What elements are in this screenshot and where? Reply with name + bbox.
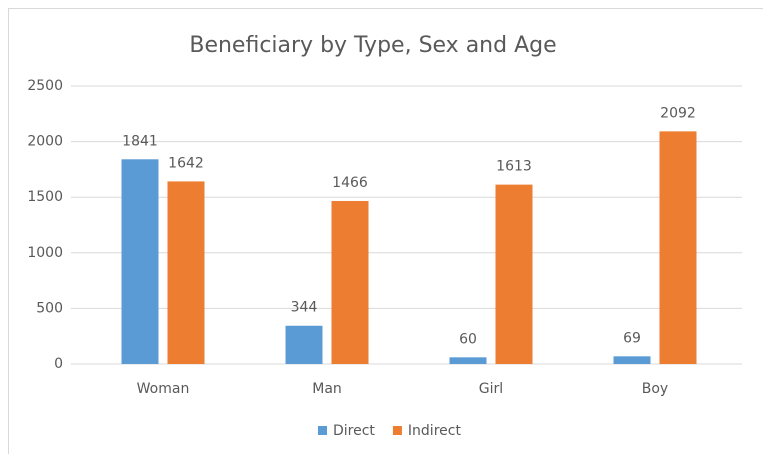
- data-label: 1841: [122, 133, 158, 149]
- bar: [285, 325, 323, 364]
- y-tick-label: 1000: [27, 245, 63, 261]
- y-tick-label: 0: [54, 356, 63, 372]
- y-tick-label: 2500: [27, 78, 63, 94]
- chart-title: Beneficiary by Type, Sex and Age: [189, 33, 556, 58]
- legend-label: Direct: [333, 423, 375, 439]
- data-label: 60: [459, 331, 477, 347]
- data-label: 344: [291, 300, 318, 316]
- y-tick-label: 1500: [27, 189, 63, 205]
- x-tick-label: Boy: [642, 381, 668, 397]
- y-tick-label: 2000: [27, 134, 63, 150]
- data-label: 1642: [168, 155, 204, 171]
- x-tick-label: Girl: [479, 381, 503, 397]
- x-tick-label: Woman: [137, 381, 190, 397]
- legend-swatch: [318, 426, 327, 435]
- legend-label: Indirect: [408, 423, 462, 439]
- bar: [613, 356, 651, 364]
- bar: [121, 159, 159, 364]
- bar: [167, 181, 205, 364]
- data-label: 2092: [660, 105, 696, 121]
- x-tick-label: Man: [312, 381, 342, 397]
- y-tick-label: 500: [36, 300, 63, 316]
- data-label: 69: [623, 330, 641, 346]
- chart-border: [8, 8, 763, 454]
- data-label: 1613: [496, 159, 532, 175]
- bar: [495, 184, 533, 364]
- bar: [449, 357, 487, 364]
- legend-swatch: [392, 426, 402, 435]
- bar: [331, 200, 369, 364]
- data-label: 1466: [332, 175, 368, 191]
- bar: [659, 131, 697, 364]
